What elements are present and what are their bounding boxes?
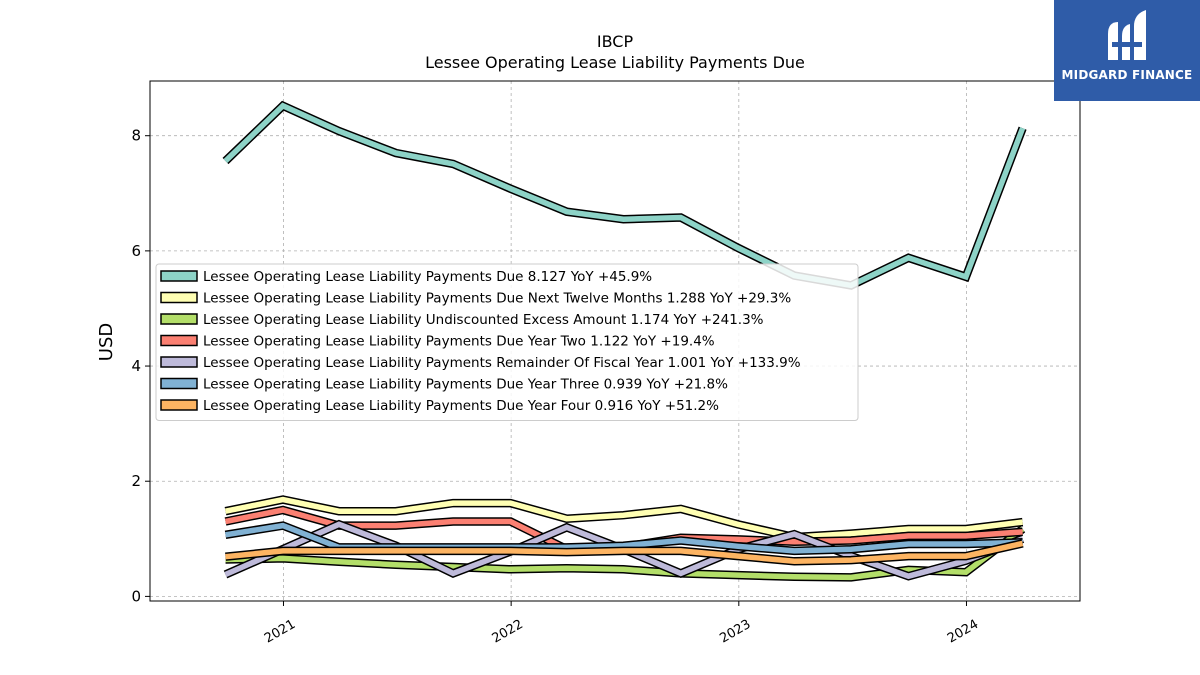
legend-label: Lessee Operating Lease Liability Payment… [203, 291, 791, 307]
legend-entry: Lessee Operating Lease Liability Payment… [160, 269, 652, 285]
legend-label: Lessee Operating Lease Liability Undisco… [203, 312, 764, 328]
logo-mark-icon [1108, 10, 1146, 60]
series-line-1 [222, 100, 1027, 290]
legend-label: Lessee Operating Lease Liability Payment… [203, 398, 719, 414]
y-tick-label: 8 [131, 127, 141, 145]
y-axis-label: USD [96, 323, 117, 361]
y-tick-label: 4 [131, 357, 141, 375]
legend-entry: Lessee Operating Lease Liability Payment… [160, 334, 715, 350]
legend-entry: Lessee Operating Lease Liability Payment… [160, 291, 791, 307]
y-tick-label: 6 [131, 242, 141, 260]
chart-subtitle: Lessee Operating Lease Liability Payment… [425, 53, 805, 72]
x-tick-label: 2022 [490, 617, 526, 647]
x-tick-label: 2023 [717, 617, 753, 647]
plot-area [149, 80, 1081, 602]
brand-logo: MIDGARD FINANCE [1054, 0, 1200, 101]
y-tick-label: 0 [131, 587, 141, 605]
legend-label: Lessee Operating Lease Liability Payment… [203, 355, 801, 371]
legend: Lessee Operating Lease Liability Payment… [155, 263, 859, 421]
legend-label: Lessee Operating Lease Liability Payment… [203, 334, 715, 350]
legend-box [155, 263, 859, 421]
y-tick-label: 2 [131, 472, 141, 490]
grid [150, 81, 1080, 601]
legend-entry: Lessee Operating Lease Liability Undisco… [160, 312, 764, 328]
legend-entry: Lessee Operating Lease Liability Payment… [160, 377, 728, 393]
chart-title: IBCP [597, 32, 634, 51]
legend-entry: Lessee Operating Lease Liability Payment… [160, 355, 801, 371]
legend-label: Lessee Operating Lease Liability Payment… [203, 377, 728, 393]
legend-entry: Lessee Operating Lease Liability Payment… [160, 398, 719, 414]
series-line-2 [224, 495, 1024, 542]
legend-label: Lessee Operating Lease Liability Payment… [203, 269, 652, 285]
series-line-7 [225, 539, 1024, 566]
x-tick-label: 2024 [945, 617, 981, 647]
logo-text: MIDGARD FINANCE [1061, 68, 1193, 82]
x-tick-label: 2021 [262, 617, 298, 647]
series-lines [222, 100, 1027, 582]
